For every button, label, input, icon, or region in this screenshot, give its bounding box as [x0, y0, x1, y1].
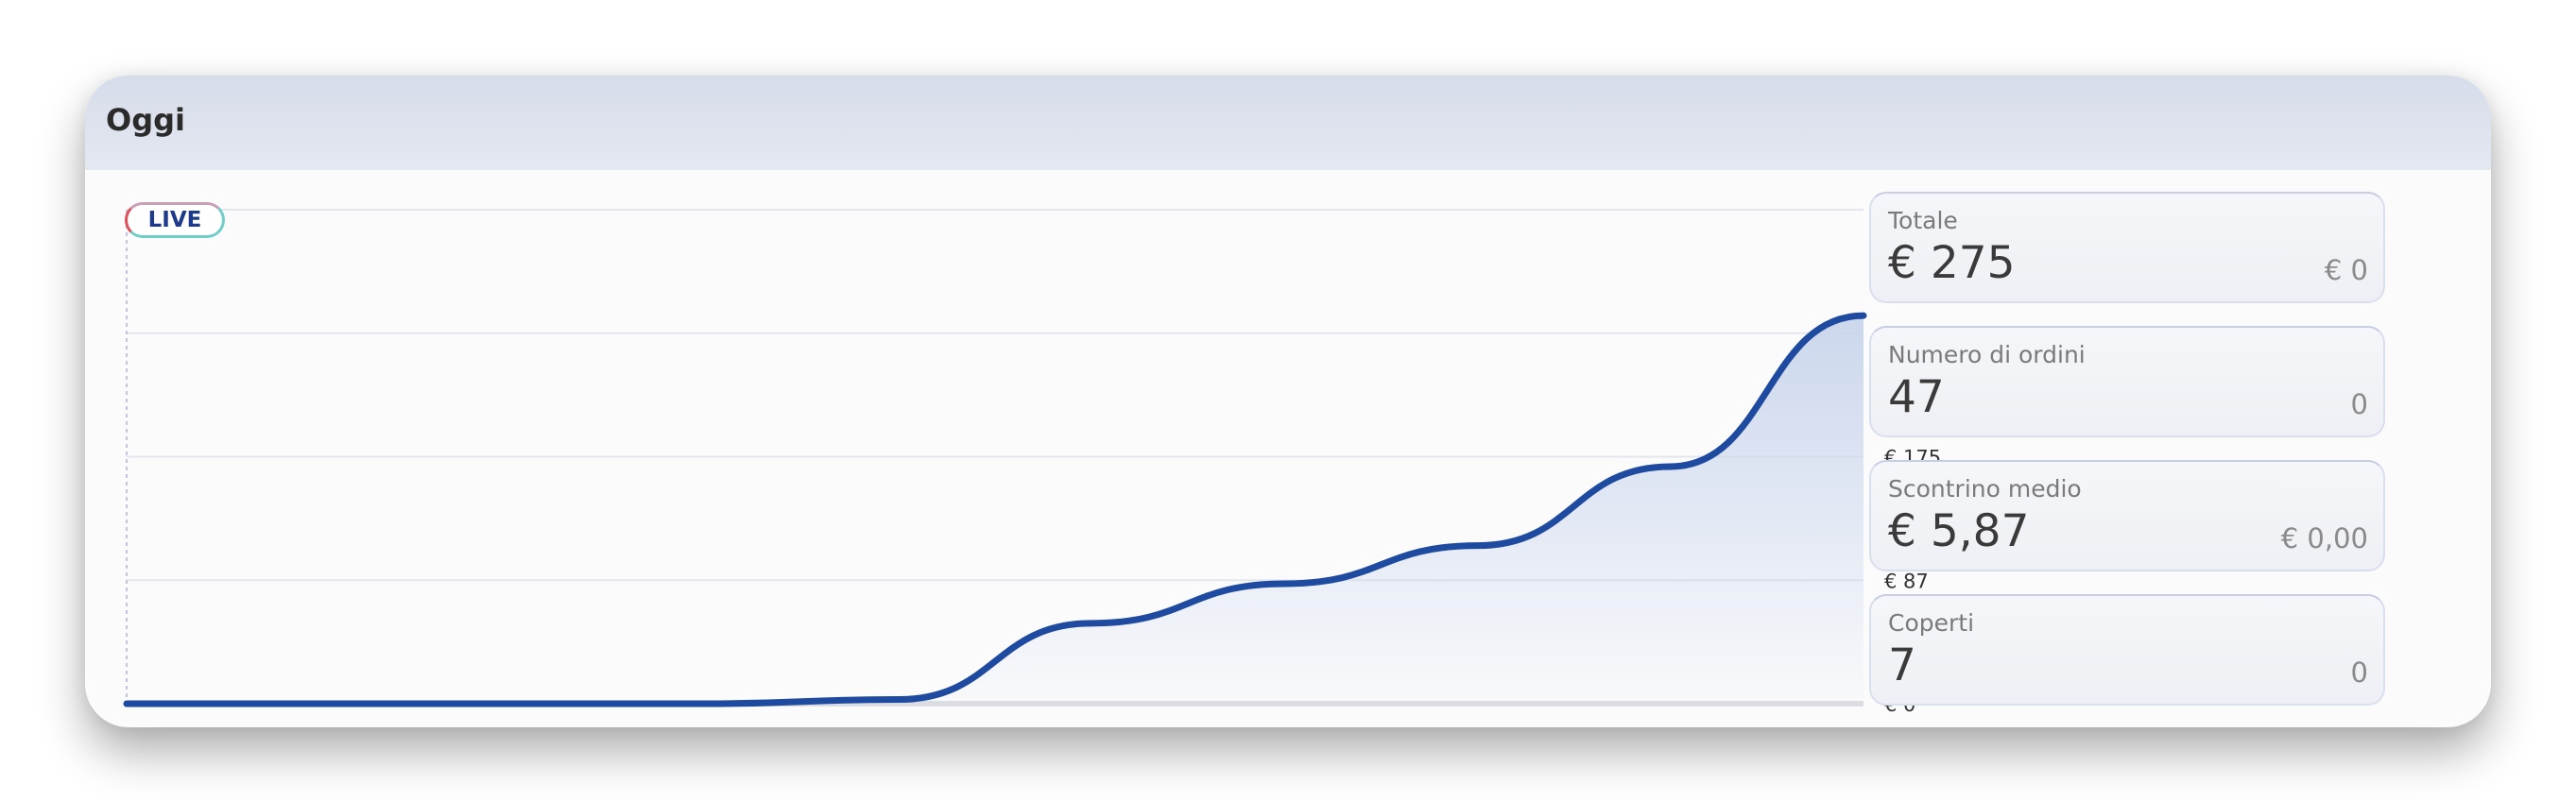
- data-point: [1089, 620, 1095, 626]
- panel-header: Oggi: [85, 76, 2491, 170]
- stat-delta: 0: [2350, 656, 2368, 689]
- stat-delta: 0: [2350, 388, 2368, 420]
- live-badge: LIVE: [125, 202, 225, 238]
- stat-delta: € 0: [2324, 254, 2368, 286]
- data-point: [702, 701, 709, 707]
- stat-card-average-receipt[interactable]: Scontrino medio € 5,87 € 0,00: [1869, 460, 2385, 571]
- stat-label: Coperti: [1888, 609, 1975, 637]
- data-point: [1281, 580, 1288, 587]
- data-point: [124, 701, 129, 707]
- stat-card-totale[interactable]: Totale € 275 € 0: [1869, 192, 2385, 303]
- data-point: [1474, 542, 1481, 549]
- stat-card-orders[interactable]: Numero di ordini 47 0: [1869, 326, 2385, 437]
- stat-value: 7: [1888, 639, 1916, 691]
- y-tick-label: € 87: [1884, 570, 1929, 592]
- stat-value: 47: [1888, 371, 1945, 423]
- chart-line: [123, 312, 1867, 707]
- sales-chart: € 0€ 87€ 175€ 262€ 350 03:0005:0007:0009…: [123, 199, 1941, 716]
- data-point: [1861, 313, 1866, 319]
- stat-value: € 5,87: [1888, 505, 2030, 557]
- stat-label: Numero di ordini: [1888, 341, 2086, 368]
- stat-delta: € 0,00: [2280, 522, 2368, 554]
- stat-value: € 275: [1888, 237, 2016, 289]
- stat-card-covers[interactable]: Coperti 7 0: [1869, 594, 2385, 706]
- panel-title: Oggi: [106, 102, 185, 138]
- stat-label: Scontrino medio: [1888, 475, 2082, 503]
- data-point: [895, 696, 902, 703]
- data-point: [1667, 463, 1674, 469]
- chart-area: [127, 315, 1863, 704]
- stat-label: Totale: [1888, 207, 1958, 234]
